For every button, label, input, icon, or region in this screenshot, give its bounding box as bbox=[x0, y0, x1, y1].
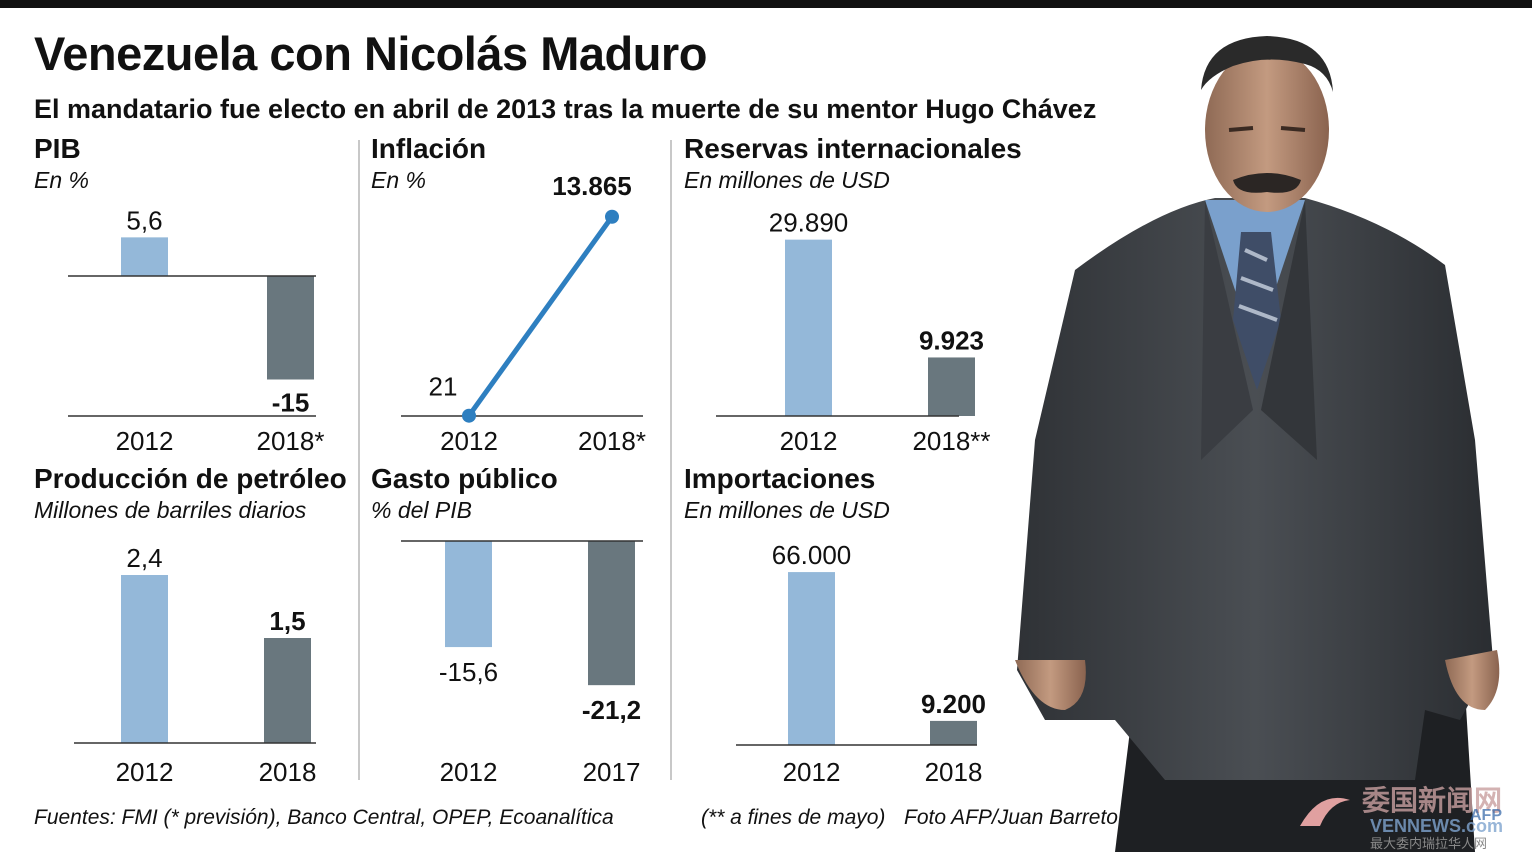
data-label: 66.000 bbox=[772, 540, 852, 570]
watermark-logo: 委国新闻网 VENNEWS.com AFP 最大委内瑞拉华人网 bbox=[1300, 785, 1503, 851]
panel-unit: Millones de barriles diarios bbox=[34, 497, 307, 523]
bar-2012 bbox=[788, 572, 835, 745]
gasto-chart: -15,6 2012 -21,2 2017 bbox=[401, 540, 643, 787]
category-label: 2012 bbox=[116, 426, 174, 456]
category-label: 2012 bbox=[440, 757, 498, 787]
data-label: 5,6 bbox=[126, 205, 162, 235]
panel-unit: % del PIB bbox=[371, 497, 472, 523]
plot-area: 29.890 2012 9.923 2018** bbox=[769, 208, 991, 456]
data-label: -15 bbox=[272, 388, 310, 418]
photo-credit: Foto AFP/Juan Barreto bbox=[904, 806, 1118, 829]
top-rule bbox=[0, 0, 1532, 8]
plot-area: 66.000 2012 9.200 2018 bbox=[772, 540, 986, 787]
category-label: 2012 bbox=[116, 757, 174, 787]
data-label: 2,4 bbox=[126, 543, 162, 573]
importaciones-chart: 66.000 2012 9.200 2018 bbox=[736, 540, 986, 787]
page-title: Venezuela con Nicolás Maduro bbox=[34, 27, 707, 80]
watermark-tagline: 最大委内瑞拉华人网 bbox=[1370, 836, 1487, 851]
plot-area: 21 2012 13.865 2018* bbox=[429, 171, 646, 456]
panel-title: Inflación bbox=[371, 133, 487, 164]
data-label: 9.923 bbox=[919, 325, 984, 355]
page-subtitle: El mandatario fue electo en abril de 201… bbox=[34, 94, 1097, 124]
plot-area: -15,6 2012 -21,2 2017 bbox=[439, 541, 641, 787]
data-label: 1,5 bbox=[269, 606, 305, 636]
data-label: -15,6 bbox=[439, 657, 498, 687]
bar-2018 bbox=[930, 720, 977, 745]
panel-unit: En millones de USD bbox=[684, 497, 890, 523]
panel-petroleo: Producción de petróleo Millones de barri… bbox=[34, 463, 354, 798]
panel-title: Producción de petróleo bbox=[34, 463, 347, 494]
column-divider bbox=[670, 140, 672, 780]
reservas-chart: 29.890 2012 9.923 2018** bbox=[716, 208, 991, 456]
panel-unit: En % bbox=[34, 167, 89, 193]
data-label: 21 bbox=[429, 372, 458, 402]
bar-2012 bbox=[121, 575, 168, 743]
panel-title: Reservas internacionales bbox=[684, 133, 1022, 164]
panel-title: Gasto público bbox=[371, 463, 558, 494]
panel-title: Importaciones bbox=[684, 463, 876, 494]
maduro-photo bbox=[1015, 36, 1500, 852]
data-label: 13.865 bbox=[552, 171, 632, 201]
plot-area: 2,4 2012 1,5 2018 bbox=[116, 543, 317, 787]
plot-area: 5,6 2012 -15 2018* bbox=[116, 205, 325, 456]
panel-unit: En millones de USD bbox=[684, 167, 890, 193]
watermark-cn: 委国新闻网 bbox=[1361, 785, 1502, 816]
watermark: 委国新闻网 VENNEWS.com AFP 最大委内瑞拉华人网 bbox=[1290, 780, 1532, 852]
bar-2012 bbox=[785, 239, 832, 416]
watermark-en: VENNEWS.com bbox=[1370, 816, 1503, 836]
panel-reservas: Reservas internacionales En millones de … bbox=[684, 133, 1022, 463]
panel-importaciones: Importaciones En millones de USD 66.000 2… bbox=[684, 463, 994, 798]
data-point bbox=[462, 408, 476, 423]
agency-logo: AFP bbox=[1470, 807, 1502, 824]
data-point bbox=[605, 209, 619, 224]
category-label: 2012 bbox=[440, 426, 498, 456]
series-line bbox=[466, 215, 615, 418]
bar-2012 bbox=[121, 237, 168, 276]
category-label: 2018* bbox=[578, 426, 646, 456]
category-label: 2012 bbox=[780, 426, 838, 456]
category-label: 2012 bbox=[783, 757, 841, 787]
bar-2018* bbox=[267, 276, 314, 380]
pib-chart: 5,6 2012 -15 2018* bbox=[68, 205, 325, 456]
category-label: 2018 bbox=[925, 757, 983, 787]
petroleo-chart: 2,4 2012 1,5 2018 bbox=[74, 543, 317, 787]
category-label: 2018* bbox=[257, 426, 325, 456]
footnote: (** a fines de mayo) bbox=[701, 806, 886, 829]
sources-note: Fuentes: FMI (* previsión), Banco Centra… bbox=[34, 806, 614, 829]
category-label: 2017 bbox=[583, 757, 641, 787]
panel-pib: PIB En % 5,6 2012 -15 2018* bbox=[34, 133, 334, 463]
data-label: 29.890 bbox=[769, 208, 849, 238]
panel-gasto: Gasto público % del PIB -15,6 2012 -21,2 20… bbox=[371, 463, 661, 798]
category-label: 2018** bbox=[912, 426, 990, 456]
data-label: -21,2 bbox=[582, 695, 641, 725]
inflacion-chart: 21 2012 13.865 2018* bbox=[401, 171, 646, 456]
bar-2018** bbox=[928, 357, 975, 416]
panel-inflacion: Inflación En % 21 2012 13.865 2018* bbox=[371, 133, 661, 463]
column-divider bbox=[358, 140, 360, 780]
category-label: 2018 bbox=[259, 757, 317, 787]
panel-unit: En % bbox=[371, 167, 426, 193]
bar-2012 bbox=[445, 541, 492, 648]
data-label: 9.200 bbox=[921, 689, 986, 719]
bar-2018 bbox=[264, 638, 311, 743]
panel-title: PIB bbox=[34, 133, 81, 164]
bar-2017 bbox=[588, 541, 635, 686]
bird-icon bbox=[1300, 797, 1350, 826]
